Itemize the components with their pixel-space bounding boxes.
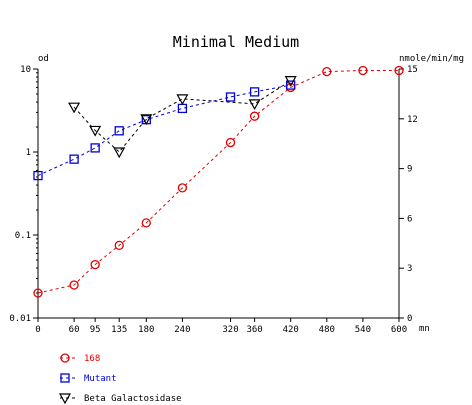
y-left-tick-label: 1 xyxy=(26,148,31,158)
series-mutant xyxy=(33,80,296,181)
data-point-168 xyxy=(394,65,404,76)
data-point-mutant xyxy=(225,92,236,102)
chart-title: Minimal Medium xyxy=(173,33,299,51)
data-point-beta-galactosidase xyxy=(89,125,102,137)
x-tick-label: 360 xyxy=(246,325,262,335)
data-point-beta-galactosidase xyxy=(284,76,297,87)
y-right-tick-label: 15 xyxy=(407,65,418,75)
series-line-beta-galactosidase xyxy=(73,80,291,153)
legend-marker-mutant xyxy=(60,373,70,383)
data-point-168 xyxy=(141,218,151,228)
legend-label-168: 168 xyxy=(84,354,100,364)
series-line-mutant xyxy=(37,84,291,177)
series-layer xyxy=(33,65,404,298)
x-axis-label: mn xyxy=(419,324,430,334)
data-point-168 xyxy=(249,111,260,121)
x-tick-label: 135 xyxy=(111,325,127,335)
x-tick-label: 0 xyxy=(35,325,40,335)
x-tick-label: 600 xyxy=(391,325,407,335)
data-point-mutant xyxy=(286,80,296,90)
y-axis-left-label: od xyxy=(38,54,49,64)
data-point-beta-galactosidase xyxy=(68,102,81,114)
data-point-beta-galactosidase xyxy=(113,147,126,159)
data-point-168 xyxy=(225,137,236,148)
legend-label-mutant: Mutant xyxy=(84,374,117,384)
data-point-168 xyxy=(33,288,43,298)
x-tick-label: 180 xyxy=(138,325,154,335)
legend-item-beta-galactosidase: Beta Galactosidase xyxy=(58,393,182,405)
y-left-tick-label: 0.01 xyxy=(9,314,31,324)
x-tick-label: 420 xyxy=(283,325,299,335)
legend: 168 Mutant Beta Galactosidase xyxy=(58,353,182,405)
legend-marker-168 xyxy=(60,353,70,363)
x-tick-label: 60 xyxy=(69,325,80,335)
legend-item-168: 168 xyxy=(60,353,100,364)
data-point-168 xyxy=(114,240,124,251)
x-tick-label: 480 xyxy=(319,325,335,335)
data-point-168 xyxy=(90,259,100,270)
y-left-tick-label: 0.1 xyxy=(15,231,31,241)
x-tick-label: 540 xyxy=(355,325,371,335)
x-tick-label: 320 xyxy=(222,325,238,335)
x-tick-label: 95 xyxy=(90,325,101,335)
data-point-beta-galactosidase xyxy=(140,114,153,126)
data-point-168 xyxy=(358,65,368,76)
y-right-tick-label: 3 xyxy=(407,264,412,274)
data-point-mutant xyxy=(249,87,260,97)
x-tick-label: 240 xyxy=(174,325,190,335)
series-beta-galactosidase xyxy=(68,76,297,159)
data-point-168 xyxy=(322,66,332,77)
series-line-168 xyxy=(37,69,399,294)
axes: 0 60 95 135 180 240 320 360 420 480 540 6000.010.11… xyxy=(9,65,418,335)
y-right-tick-label: 9 xyxy=(407,165,412,175)
data-point-beta-galactosidase xyxy=(176,94,189,106)
y-left-tick-label: 10 xyxy=(20,65,31,75)
series-168 xyxy=(33,65,404,298)
data-point-168 xyxy=(177,183,188,193)
legend-marker-beta-galactosidase xyxy=(58,393,72,405)
data-point-mutant xyxy=(90,143,100,153)
y-right-tick-label: 6 xyxy=(407,214,412,224)
y-right-tick-label: 12 xyxy=(407,115,418,125)
data-point-mutant xyxy=(33,170,43,181)
legend-item-mutant: Mutant xyxy=(60,373,117,384)
y-axis-right-label: nmole/min/mg xyxy=(399,54,464,64)
y-right-tick-label: 0 xyxy=(407,314,412,324)
data-point-mutant xyxy=(69,154,79,164)
data-point-mutant xyxy=(177,103,188,114)
data-point-mutant xyxy=(114,126,124,136)
data-point-168 xyxy=(69,280,79,290)
legend-label-beta-galactosidase: Beta Galactosidase xyxy=(84,394,182,404)
data-point-beta-galactosidase xyxy=(248,99,261,111)
